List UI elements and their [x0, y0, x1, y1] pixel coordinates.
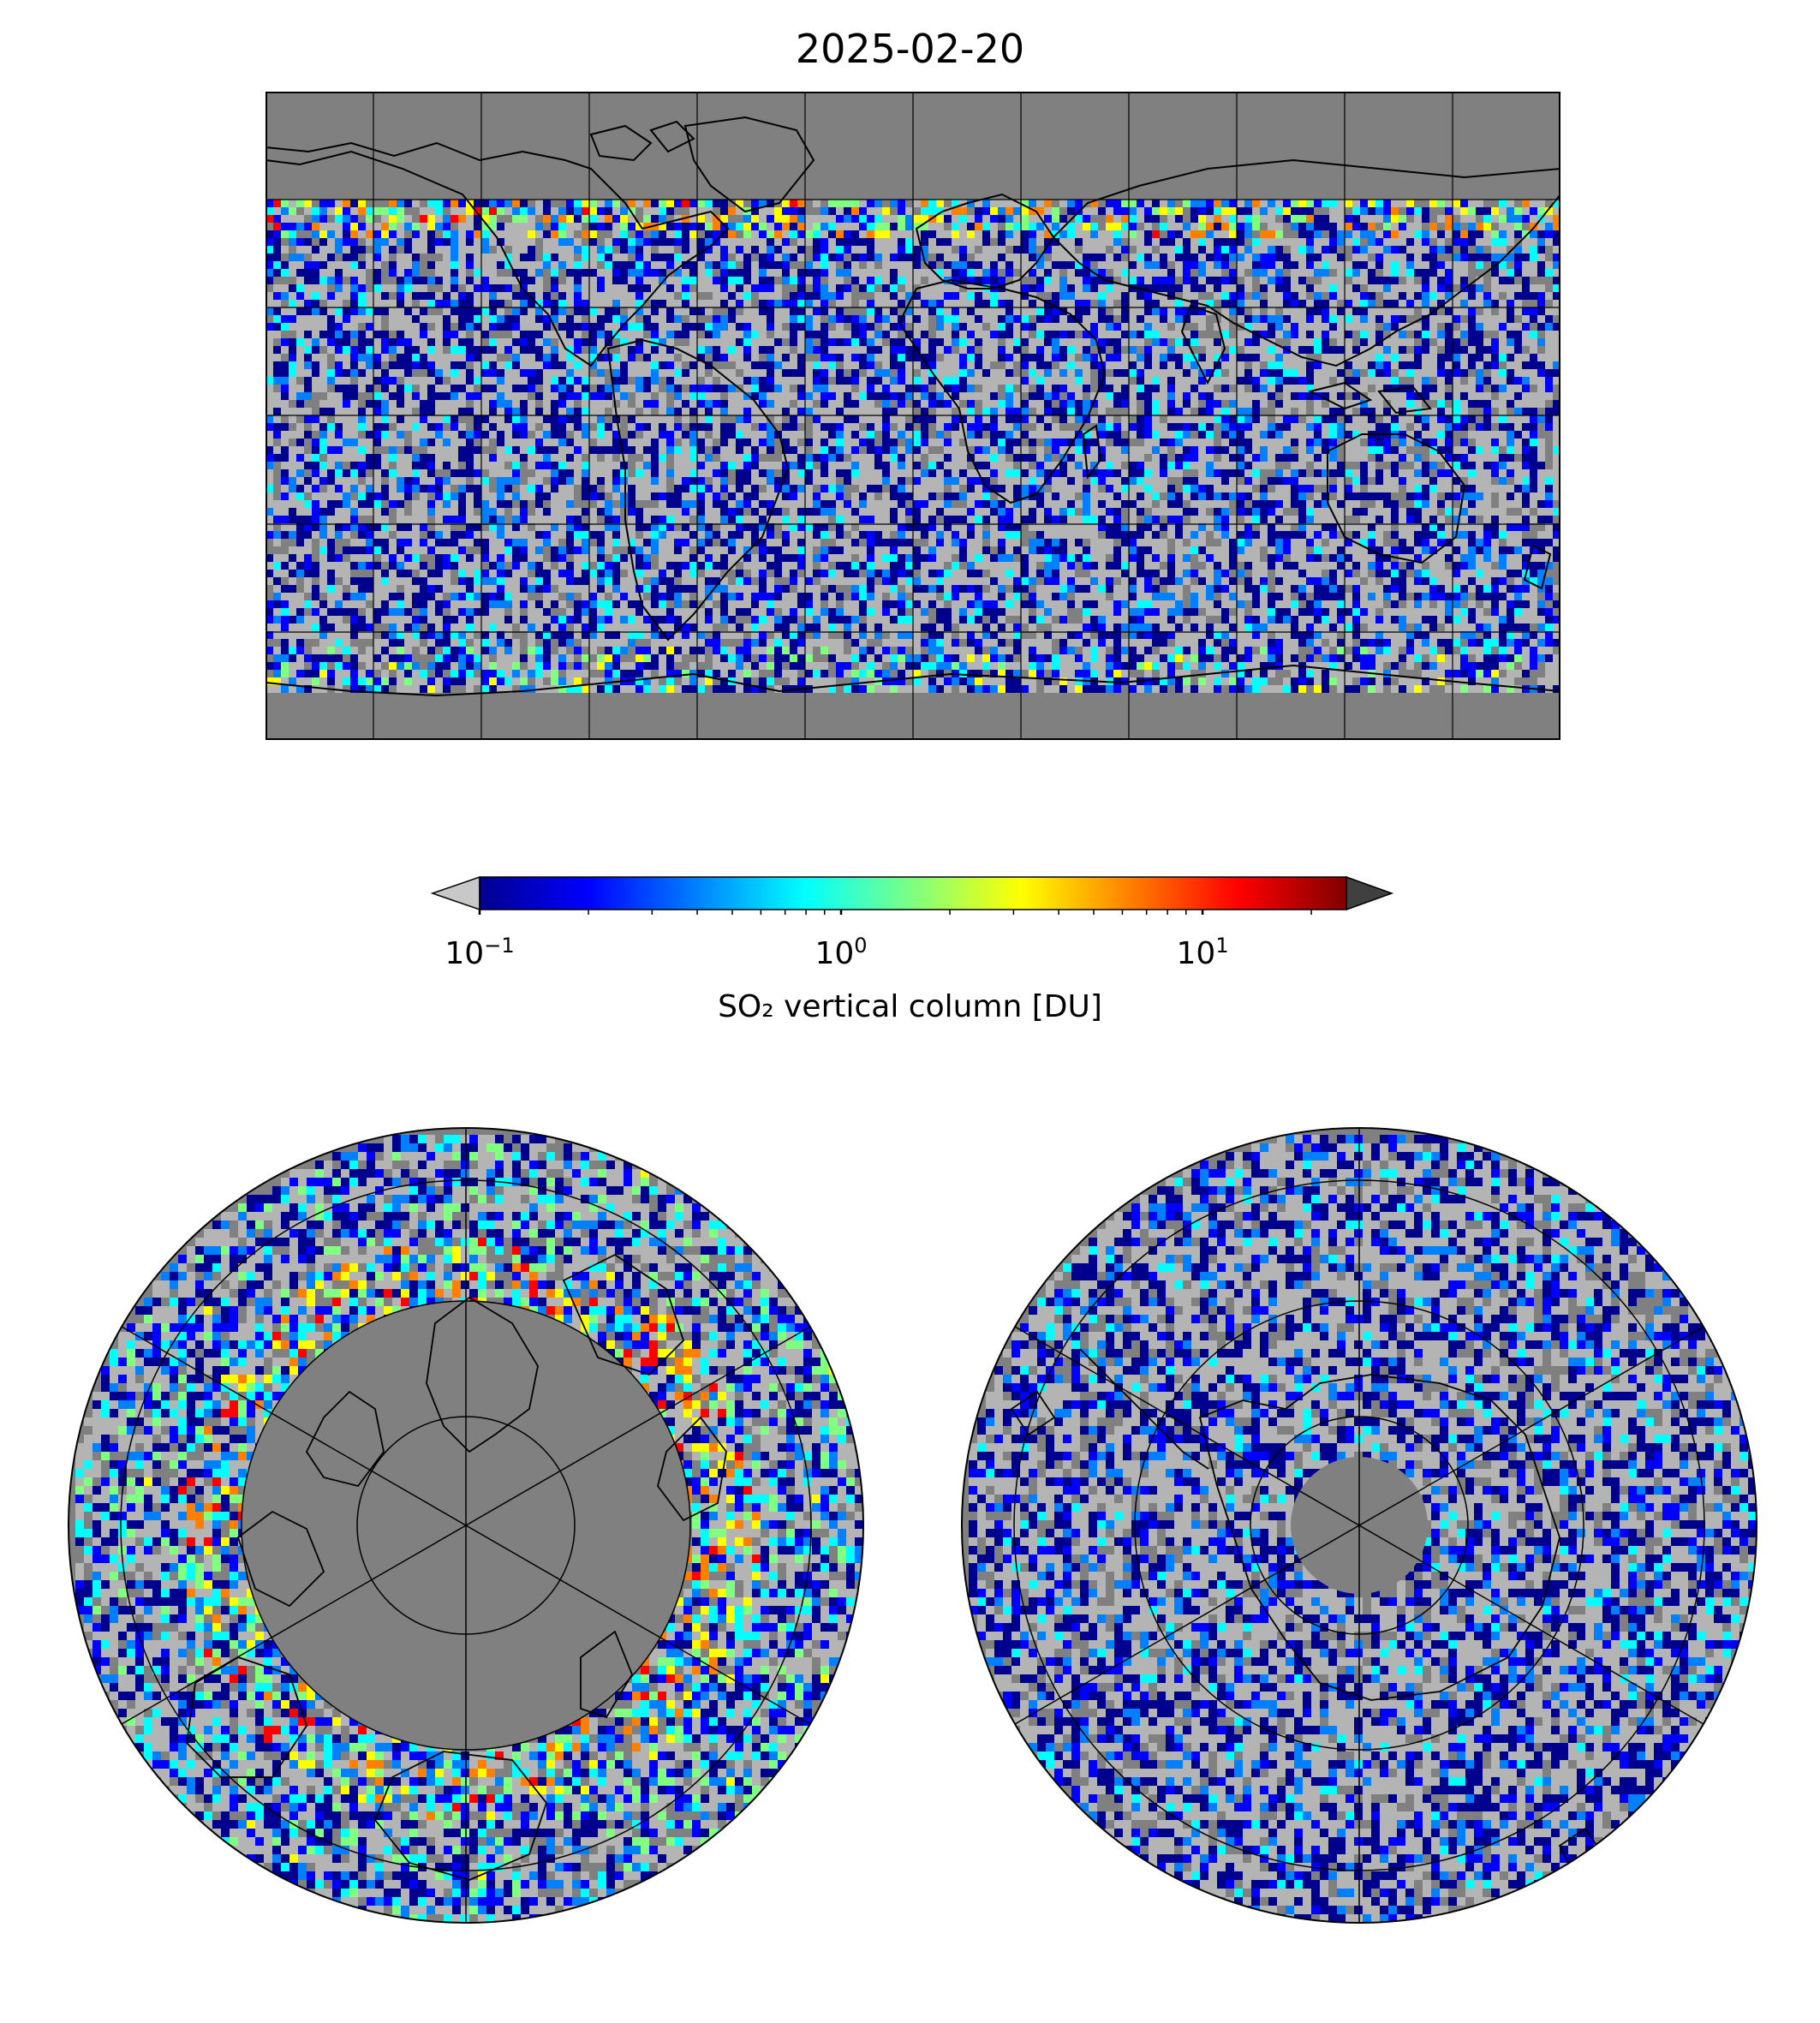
- map-title: 2025-02-20: [795, 26, 1025, 72]
- world-map: [266, 92, 1560, 740]
- so2-data-layer: [75, 1135, 863, 1923]
- south-gridlines: [1013, 1128, 1705, 1923]
- colorbar-tick-label: 10−1: [445, 934, 515, 971]
- north-polar-map: [67, 1126, 865, 1925]
- colorbar-tick-label: 100: [815, 934, 868, 971]
- so2-data-layer: [266, 200, 1560, 693]
- world-coastlines: [266, 116, 1560, 697]
- colorbar-label: SO₂ vertical column [DU]: [718, 989, 1102, 1024]
- colorbar-tick-label: 101: [1176, 934, 1229, 971]
- colorbar-gradient: [480, 877, 1346, 910]
- north-map-frame: [68, 1127, 864, 1924]
- colorbar-over-arrow: [1346, 875, 1394, 911]
- north-gridlines: [120, 1128, 812, 1923]
- north-coastlines: [186, 1253, 727, 1881]
- colorbar-under-arrow: [430, 875, 480, 911]
- south-polar-map: [960, 1126, 1758, 1925]
- south-map-frame: [961, 1127, 1757, 1924]
- colorbar: [428, 872, 1396, 915]
- world-map-frame: [266, 92, 1560, 740]
- world-gridlines: [266, 92, 1560, 740]
